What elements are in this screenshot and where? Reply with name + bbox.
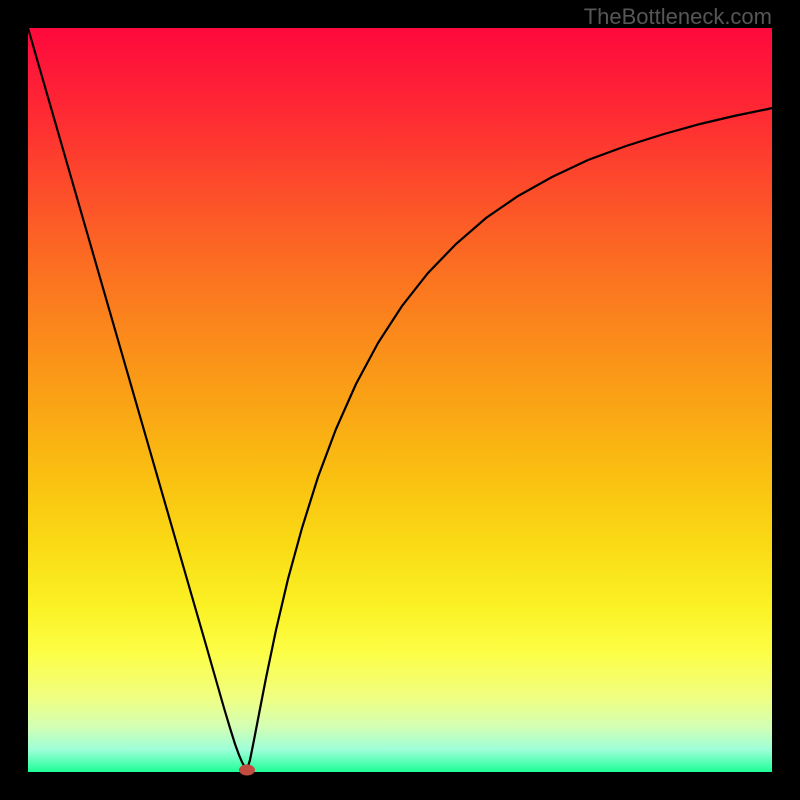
minimum-marker (239, 765, 255, 776)
plot-background (28, 28, 772, 772)
chart-frame: { "watermark": { "text": "TheBottleneck.… (0, 0, 800, 800)
watermark-text: TheBottleneck.com (584, 4, 772, 30)
bottleneck-chart (0, 0, 800, 800)
